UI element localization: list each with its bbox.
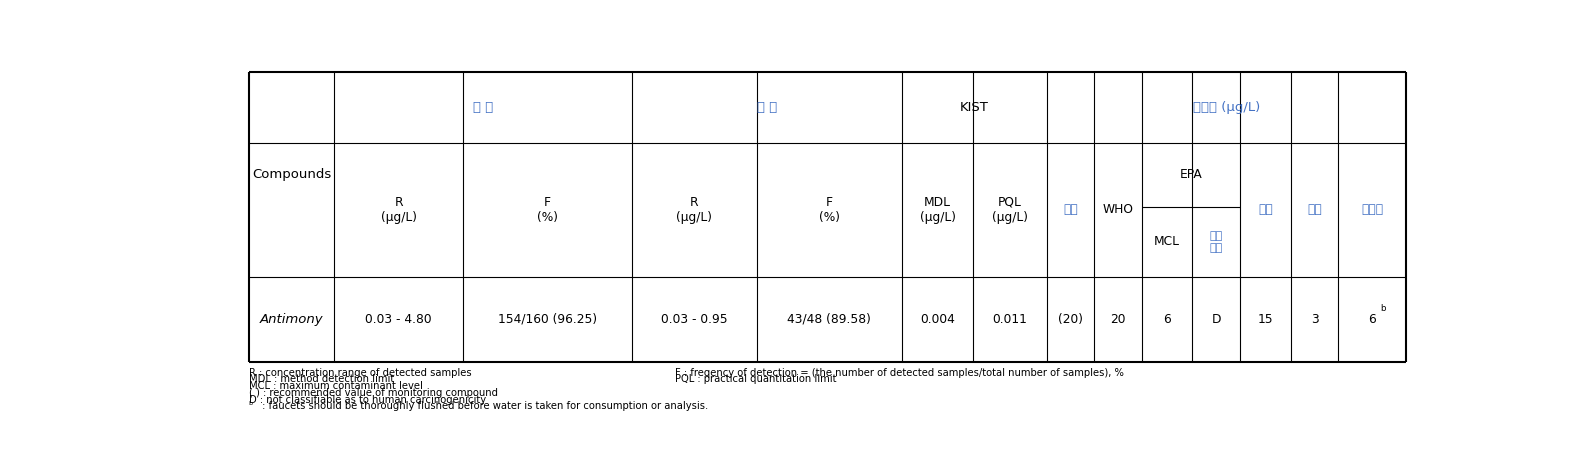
Text: MCL : maximum contaminant level: MCL : maximum contaminant level [249, 381, 423, 391]
Text: Antimony: Antimony [261, 313, 324, 326]
Text: D : not classifiable as to human carcinogenicity: D : not classifiable as to human carcino… [249, 394, 486, 405]
Text: 일본: 일본 [1258, 203, 1273, 216]
Text: F : freqency of detection = (the number of detected samples/total number of samp: F : freqency of detection = (the number … [674, 368, 1124, 377]
Text: 0.004: 0.004 [921, 313, 955, 326]
Text: MCL: MCL [1154, 235, 1180, 248]
Text: 43/48 (89.58): 43/48 (89.58) [788, 313, 872, 326]
Text: Compounds: Compounds [253, 168, 332, 181]
Text: R
(μg/L): R (μg/L) [381, 196, 417, 224]
Text: PQL : practical quantitation limit: PQL : practical quantitation limit [674, 374, 837, 384]
Text: MDL : method detection limit: MDL : method detection limit [249, 374, 395, 384]
Text: ᵇ: ᵇ [249, 401, 253, 411]
Text: 6: 6 [1164, 313, 1172, 326]
Text: F
(%): F (%) [537, 196, 557, 224]
Text: 캐나다: 캐나다 [1361, 203, 1383, 216]
Text: D: D [1211, 313, 1221, 326]
Text: 호주: 호주 [1307, 203, 1322, 216]
Text: b: b [1380, 304, 1386, 313]
Text: 원 수: 원 수 [756, 101, 777, 114]
Text: 0.03 - 4.80: 0.03 - 4.80 [365, 313, 433, 326]
Text: (20): (20) [1058, 313, 1083, 326]
Text: PQL
(μg/L): PQL (μg/L) [992, 196, 1028, 224]
Text: ( ) : recommended value of monitoring compound: ( ) : recommended value of monitoring co… [249, 388, 497, 398]
Text: : faucets should be thoroughly flushed before water is taken for consumption or : : faucets should be thoroughly flushed b… [259, 401, 707, 411]
Text: 한국: 한국 [1063, 203, 1078, 216]
Text: 발암
그룹: 발암 그룹 [1210, 231, 1222, 253]
Text: 15: 15 [1258, 313, 1274, 326]
Text: R : concentration range of detected samples: R : concentration range of detected samp… [249, 368, 472, 377]
Text: KIST: KIST [960, 101, 988, 114]
Text: WHO: WHO [1102, 203, 1134, 216]
Text: 20: 20 [1110, 313, 1126, 326]
Text: 3: 3 [1311, 313, 1318, 326]
Text: MDL
(μg/L): MDL (μg/L) [919, 196, 955, 224]
Text: R
(μg/L): R (μg/L) [676, 196, 712, 224]
Text: 0.011: 0.011 [993, 313, 1028, 326]
Text: 154/160 (96.25): 154/160 (96.25) [497, 313, 597, 326]
Text: 0.03 - 0.95: 0.03 - 0.95 [662, 313, 728, 326]
Text: F
(%): F (%) [820, 196, 840, 224]
Text: 기준값 (μg/L): 기준값 (μg/L) [1192, 101, 1260, 114]
Text: 6: 6 [1369, 313, 1375, 326]
Text: 정 수: 정 수 [474, 101, 493, 114]
Text: EPA: EPA [1180, 169, 1203, 181]
